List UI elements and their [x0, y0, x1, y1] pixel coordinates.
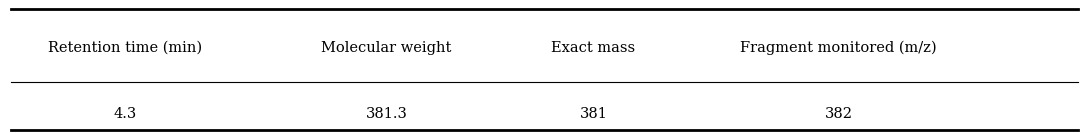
Text: Retention time (min): Retention time (min) — [48, 41, 203, 55]
Text: 4.3: 4.3 — [113, 107, 137, 121]
Text: Exact mass: Exact mass — [551, 41, 636, 55]
Text: 382: 382 — [824, 107, 853, 121]
Text: Molecular weight: Molecular weight — [321, 41, 452, 55]
Text: Fragment monitored (m/z): Fragment monitored (m/z) — [741, 41, 937, 55]
Text: 381.3: 381.3 — [366, 107, 407, 121]
Text: 381: 381 — [579, 107, 608, 121]
